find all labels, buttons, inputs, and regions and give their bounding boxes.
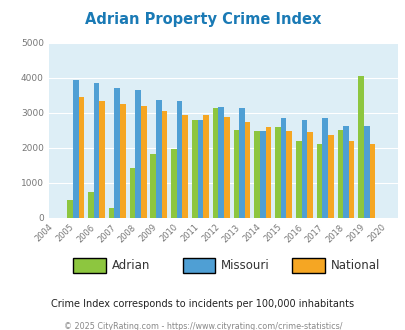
Bar xyxy=(275,127,280,218)
Bar xyxy=(301,119,307,218)
Bar xyxy=(120,105,126,218)
Bar xyxy=(67,200,73,218)
Text: Missouri: Missouri xyxy=(221,259,269,272)
Bar xyxy=(99,101,104,218)
Bar xyxy=(218,107,224,218)
Bar xyxy=(203,115,208,218)
Bar xyxy=(295,141,301,218)
Bar xyxy=(212,108,218,218)
Bar xyxy=(129,169,135,218)
Bar xyxy=(239,108,244,218)
Bar xyxy=(177,101,182,218)
Bar xyxy=(88,192,94,218)
Bar xyxy=(280,118,286,218)
Bar xyxy=(94,83,99,218)
Bar xyxy=(141,106,146,218)
Bar xyxy=(265,127,271,218)
Bar xyxy=(342,126,348,218)
Text: Crime Index corresponds to incidents per 100,000 inhabitants: Crime Index corresponds to incidents per… xyxy=(51,299,354,309)
Bar xyxy=(244,122,250,218)
Bar xyxy=(307,132,312,218)
Bar xyxy=(150,154,156,218)
Bar xyxy=(337,130,342,218)
Bar xyxy=(135,90,141,218)
Bar xyxy=(114,88,120,218)
Bar xyxy=(259,131,265,218)
Bar xyxy=(233,130,239,218)
Bar xyxy=(192,120,197,218)
Text: Adrian: Adrian xyxy=(111,259,150,272)
Bar xyxy=(254,131,259,218)
Bar xyxy=(363,126,369,218)
Bar xyxy=(224,117,229,218)
Bar xyxy=(156,100,161,218)
Bar xyxy=(73,80,78,218)
Bar xyxy=(182,115,188,218)
Bar xyxy=(171,149,177,218)
Bar xyxy=(161,112,167,218)
Bar xyxy=(286,131,291,218)
Bar xyxy=(357,76,363,218)
Text: Adrian Property Crime Index: Adrian Property Crime Index xyxy=(85,12,320,26)
Bar xyxy=(197,120,203,218)
Bar xyxy=(348,141,354,218)
Text: © 2025 CityRating.com - https://www.cityrating.com/crime-statistics/: © 2025 CityRating.com - https://www.city… xyxy=(64,322,341,330)
Bar xyxy=(109,208,114,218)
Text: National: National xyxy=(330,259,379,272)
Bar xyxy=(327,135,333,218)
Bar xyxy=(369,144,374,218)
Bar xyxy=(78,97,84,218)
Bar xyxy=(322,118,327,218)
Bar xyxy=(316,144,322,218)
